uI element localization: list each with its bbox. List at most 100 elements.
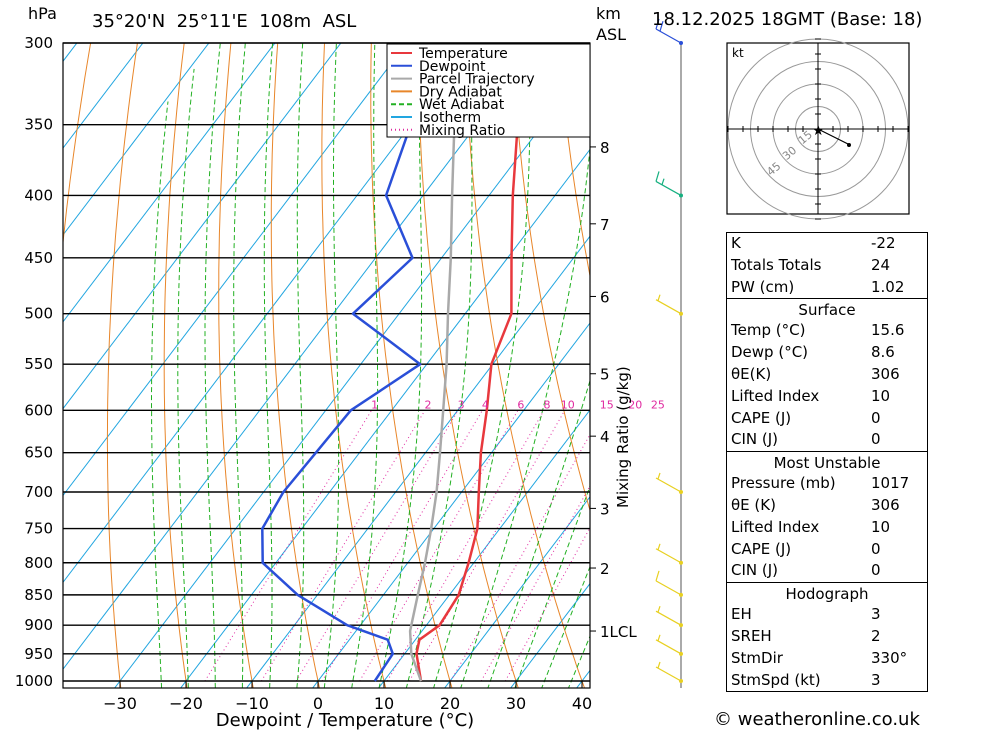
index-value: 0 xyxy=(871,408,881,427)
pressure-tick-label: 350 xyxy=(24,116,53,134)
index-row: Pressure (mb) 1017 xyxy=(727,473,927,495)
legend-label: Isotherm xyxy=(419,110,481,126)
location-title: 35°20'N 25°11'E 108m ASL xyxy=(92,11,356,32)
series-parcel-trajectory xyxy=(408,60,456,682)
mixing-ratio-axis-label: Mixing Ratio (g/kg) xyxy=(614,366,632,508)
series-temperature xyxy=(415,43,533,682)
index-label: Temp (°C) xyxy=(731,321,806,340)
pressure-tick-label: 400 xyxy=(24,186,53,204)
index-label: Pressure (mb) xyxy=(731,474,836,493)
legend-label: Temperature xyxy=(418,46,508,62)
dry-adiabat-line xyxy=(370,43,453,688)
index-label: Dewp (°C) xyxy=(731,343,809,362)
index-row: EH 3 xyxy=(727,604,927,626)
pressure-tick-label: 500 xyxy=(24,305,53,323)
index-row: Totals Totals 24 xyxy=(727,255,927,277)
pressure-tick-label: 800 xyxy=(24,554,53,572)
wet-adiabat-line xyxy=(487,379,590,688)
wind-barb-staff xyxy=(655,580,682,596)
mixing-ratio-line xyxy=(359,410,519,682)
dry-adiabat-line xyxy=(218,43,254,688)
index-label: θE (K) xyxy=(731,495,776,514)
index-label: EH xyxy=(731,605,752,624)
index-row: StmDir 330° xyxy=(727,648,927,670)
x-tick-label: 30 xyxy=(506,694,526,713)
pressure-tick-label: 450 xyxy=(24,249,53,267)
index-row: CAPE (J) 0 xyxy=(727,408,927,430)
wet-adiabat-line xyxy=(177,68,195,688)
index-value: 0 xyxy=(871,430,881,449)
index-value: 330° xyxy=(871,648,908,667)
pressure-tick-label: 750 xyxy=(24,520,53,538)
wind-barb-staff xyxy=(655,639,682,655)
index-value: 3 xyxy=(871,605,881,624)
wet-adiabat-line xyxy=(567,635,590,688)
x-tick-label: −20 xyxy=(169,694,203,713)
mixing-ratio-line xyxy=(260,410,426,682)
wind-barb-half xyxy=(661,178,665,185)
index-value: 8.6 xyxy=(871,343,895,362)
x-tick-label: −10 xyxy=(235,694,269,713)
index-row: CIN (J) 0 xyxy=(727,429,927,451)
legend-label: Dewpoint xyxy=(419,59,486,75)
most-unstable-title: Most Unstable xyxy=(727,451,927,473)
legend-label: Dry Adiabat xyxy=(419,84,502,100)
index-row: StmSpd (kt) 3 xyxy=(727,670,927,692)
wet-adiabat-line xyxy=(460,143,590,688)
legend-label: Parcel Trajectory xyxy=(419,72,535,88)
index-row: PW (cm) 1.02 xyxy=(727,277,927,299)
wet-adiabat-line xyxy=(263,43,274,688)
index-row: Temp (°C) 15.6 xyxy=(727,320,927,342)
mixing-ratio-line xyxy=(295,410,459,682)
asl-label: ASL xyxy=(596,25,626,44)
index-row: CIN (J) 0 xyxy=(727,560,927,582)
index-value: 3 xyxy=(871,670,881,689)
pressure-tick-label: 600 xyxy=(24,401,53,419)
index-row: Lifted Index 10 xyxy=(727,386,927,408)
wet-adiabat-line xyxy=(541,565,590,688)
wet-adiabat-line xyxy=(151,101,169,688)
wet-adiabat-line xyxy=(204,43,221,688)
legend-label: Mixing Ratio xyxy=(419,123,505,139)
mixing-ratio-label: 8 xyxy=(544,398,551,411)
index-value: 1.02 xyxy=(871,277,905,296)
index-label: θE(K) xyxy=(731,364,772,383)
index-label: Totals Totals xyxy=(731,255,822,274)
index-value: -22 xyxy=(871,234,896,252)
wind-barb-half xyxy=(657,661,661,669)
plot-frame xyxy=(62,42,591,689)
mixing-ratio-label: 10 xyxy=(561,398,575,411)
hpa-label: hPa xyxy=(28,4,57,23)
index-value: 306 xyxy=(871,495,900,514)
index-value: 2 xyxy=(871,626,881,645)
wind-barb-half xyxy=(657,605,661,613)
dry-adiabat-line xyxy=(968,6,1000,712)
wind-barb-staff xyxy=(655,610,682,626)
wind-barb-staff xyxy=(655,299,682,315)
wind-barb-staff xyxy=(655,477,682,493)
index-value: 24 xyxy=(871,255,891,274)
km-tick-label: 7 xyxy=(600,216,610,234)
km-tick-label: 2 xyxy=(600,560,610,578)
dry-adiabat-line xyxy=(270,43,321,688)
wind-barb-flag xyxy=(655,171,660,182)
km-tick-label: 8 xyxy=(600,139,610,157)
wet-adiabat-line xyxy=(514,484,590,688)
index-row: θE(K) 306 xyxy=(727,364,927,386)
pressure-tick-label: 1000 xyxy=(15,672,53,690)
dry-adiabat-line xyxy=(63,43,92,248)
mixing-ratio-line xyxy=(321,410,483,682)
hodograph-unit-label: kt xyxy=(732,46,744,60)
wet-adiabat-line xyxy=(433,43,531,688)
mixing-ratio-label: 3 xyxy=(458,398,465,411)
wind-barb-half xyxy=(657,543,661,550)
dry-adiabat-line xyxy=(923,6,1000,712)
mixing-ratio-label: 25 xyxy=(651,398,665,411)
wind-barb-staff xyxy=(655,180,682,196)
isotherm-line xyxy=(63,43,342,410)
mixing-ratio-label: 2 xyxy=(425,398,432,411)
wind-barb-staff xyxy=(655,666,682,682)
wet-adiabat-line xyxy=(233,43,246,688)
